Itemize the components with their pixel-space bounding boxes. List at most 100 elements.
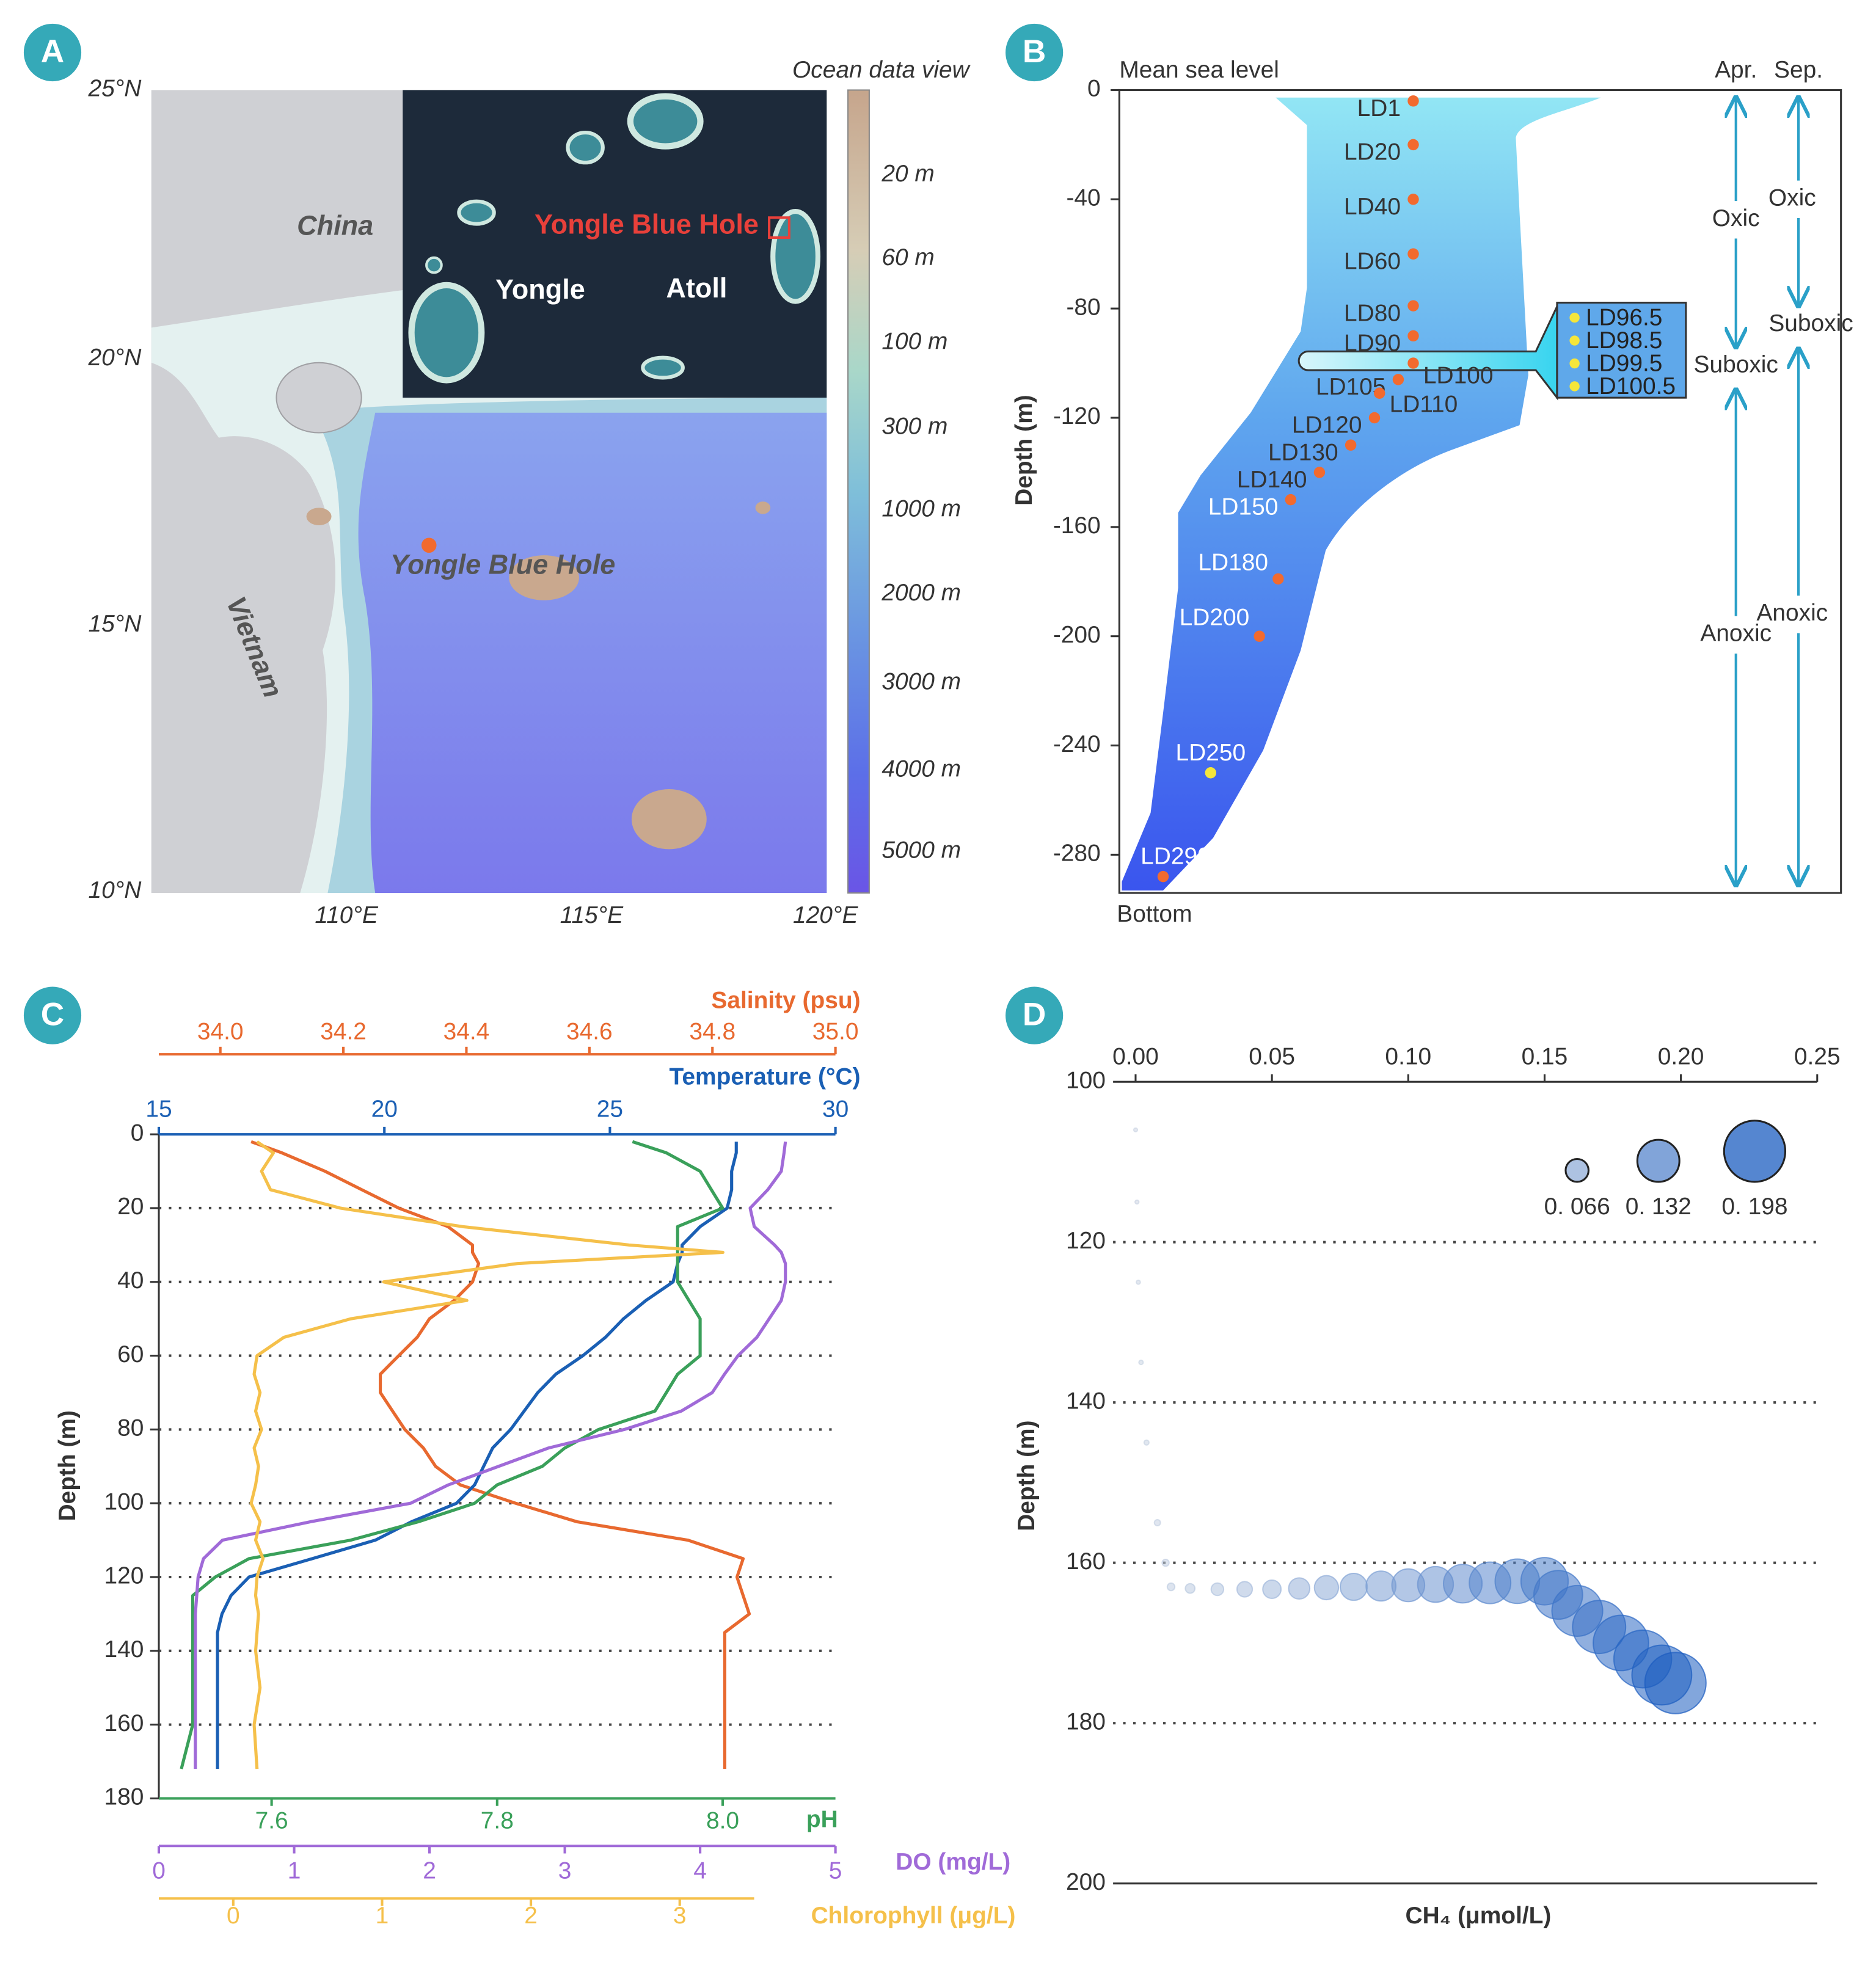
x-tick-label: 7.6 — [255, 1808, 288, 1834]
colorbar-label: 20 m — [881, 161, 934, 187]
bubble — [1161, 1558, 1170, 1567]
lat-label: 25°N — [87, 76, 142, 102]
sample-point — [1407, 357, 1419, 369]
sample-point — [1254, 630, 1265, 642]
reef — [755, 501, 771, 514]
y-tick-label: 80 — [117, 1415, 144, 1441]
sample-point — [1407, 95, 1419, 107]
sample-label: LD290 — [1141, 843, 1211, 870]
series-line — [180, 1140, 724, 1769]
x-tick-label: 30 — [822, 1096, 849, 1123]
atoll — [457, 199, 496, 226]
bubble — [1644, 1652, 1707, 1714]
place-label: Yongle Blue Hole — [390, 548, 616, 580]
x-axis-title: CH₄ (μmol/L) — [1405, 1903, 1551, 1929]
deep-ocean — [358, 412, 827, 893]
axis-title: Chlorophyll (μg/L) — [811, 1903, 1016, 1929]
sample-point — [1205, 767, 1217, 779]
x-tick-label: 4 — [693, 1858, 707, 1884]
zone-label: Oxic — [1768, 185, 1816, 211]
bubble — [1313, 1575, 1340, 1601]
sample-point — [1272, 573, 1284, 585]
colorbar — [847, 89, 870, 894]
sample-point — [1368, 412, 1381, 424]
series-line — [249, 1140, 724, 1769]
panel-letter: C — [41, 997, 64, 1033]
y-tick-label: -120 — [1053, 403, 1101, 429]
x-tick-label: 34.0 — [197, 1019, 244, 1045]
sample-label: LD40 — [1344, 194, 1401, 220]
atoll — [770, 208, 821, 304]
x-tick-label: 0.15 — [1522, 1044, 1568, 1070]
bubble — [1133, 1127, 1139, 1133]
inset-sample-label: LD99.5 — [1586, 350, 1662, 376]
panel-badge — [23, 23, 82, 82]
top-label: Mean sea level — [1119, 57, 1279, 83]
x-tick-label: 0 — [152, 1858, 166, 1884]
y-tick-label: -40 — [1066, 185, 1100, 211]
zone-label: Oxic — [1712, 205, 1760, 231]
bubble — [1153, 1519, 1161, 1527]
sample-label: LD140 — [1237, 467, 1307, 493]
y-tick-label: -200 — [1053, 622, 1101, 648]
sample-label: LD100 — [1423, 362, 1494, 388]
reef — [509, 555, 579, 600]
sample-label: LD120 — [1292, 412, 1362, 439]
x-tick-label: 25 — [597, 1096, 623, 1123]
y-axis-title: Depth (m) — [54, 1410, 81, 1521]
profile-panel — [1118, 89, 1842, 894]
bubble — [1262, 1579, 1282, 1599]
y-tick-label: 140 — [104, 1636, 144, 1663]
sample-point — [1407, 330, 1419, 342]
lon-label: 110°E — [315, 902, 379, 928]
sample-point — [1313, 467, 1326, 478]
sample-point — [1373, 387, 1385, 399]
sample-label: LD80 — [1344, 300, 1401, 326]
sample-label: LD130 — [1268, 439, 1338, 465]
axis-title: Temperature (°C) — [670, 1063, 861, 1090]
panel-badges: A B C D — [23, 23, 1064, 1044]
inset-label: Atoll — [666, 272, 727, 304]
bubble — [1184, 1583, 1196, 1594]
y-tick-label: 200 — [1066, 1869, 1106, 1895]
y-tick-label: 140 — [1066, 1388, 1106, 1414]
axis-title: Salinity (psu) — [711, 987, 860, 1013]
x-tick-label: 3 — [558, 1858, 572, 1884]
atoll — [641, 355, 685, 380]
inset-sample-point — [1569, 312, 1580, 323]
season-label: Sep. — [1774, 57, 1823, 83]
lat-label: 20°N — [87, 344, 142, 371]
zone-label: Suboxic — [1694, 351, 1778, 377]
x-tick-label: 20 — [371, 1096, 398, 1123]
sample-label: LD60 — [1344, 248, 1401, 274]
x-tick-label: 2 — [524, 1903, 538, 1929]
season-label: Apr. — [1715, 57, 1757, 83]
size-legend-label: 0. 132 — [1626, 1193, 1692, 1220]
x-tick-label: 0.00 — [1112, 1044, 1159, 1070]
zone-label: Suboxic — [1768, 310, 1853, 337]
bubble — [1236, 1581, 1254, 1598]
colorbar-label: 5000 m — [881, 837, 961, 864]
y-tick-label: -80 — [1066, 294, 1100, 320]
inset-sample-label: LD98.5 — [1586, 327, 1662, 354]
y-tick-label: 160 — [104, 1710, 144, 1736]
blue-hole-shape — [1122, 97, 1601, 891]
sample-label: LD110 — [1390, 391, 1458, 417]
y-tick-label: 160 — [1066, 1548, 1106, 1575]
inset-label: Yongle — [495, 274, 585, 305]
sample-label: LD105 — [1316, 374, 1386, 400]
x-tick-label: 35.0 — [812, 1019, 859, 1045]
bubble — [1166, 1582, 1176, 1592]
x-tick-label: 0 — [227, 1903, 240, 1929]
size-legend-bubble — [1636, 1139, 1681, 1183]
series-line — [250, 1140, 751, 1769]
sample-label: LD90 — [1344, 330, 1401, 356]
sample-point — [1407, 248, 1419, 260]
axis-title: DO (mg/L) — [896, 1849, 1010, 1875]
zone-label: Anoxic — [1700, 621, 1772, 647]
x-tick-label: 3 — [673, 1903, 687, 1929]
map-panel: 25°N 20°N 15°N 10°N 110°E 115°E 120°E Oc… — [87, 57, 971, 928]
zoom-tube — [1298, 306, 1558, 401]
axis-title: pH — [806, 1807, 838, 1833]
